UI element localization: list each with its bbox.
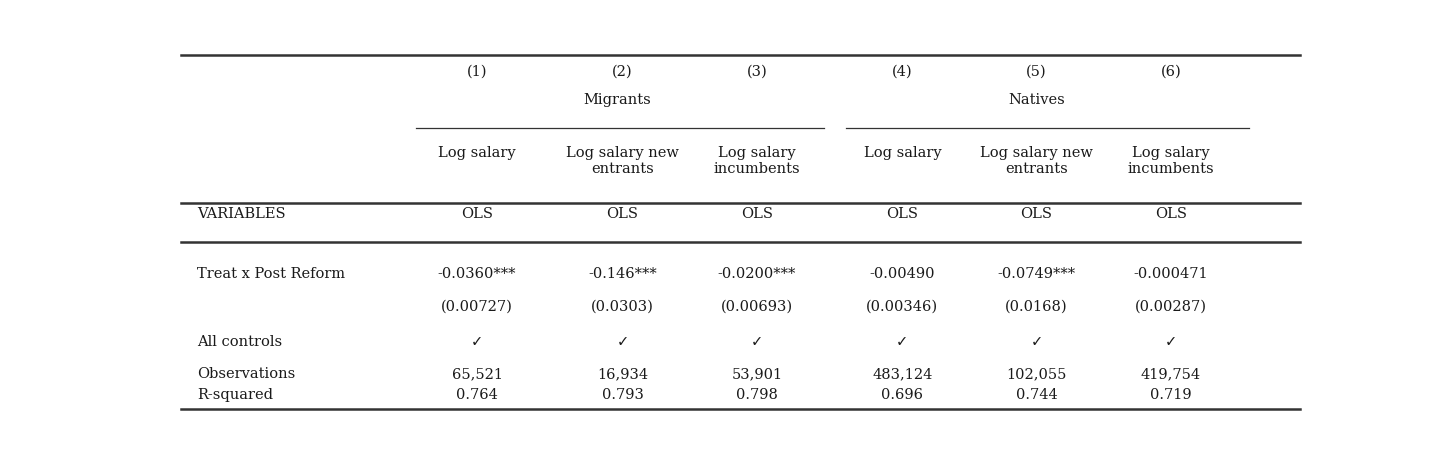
Text: OLS: OLS — [741, 207, 773, 221]
Text: OLS: OLS — [606, 207, 638, 221]
Text: 0.719: 0.719 — [1149, 388, 1191, 402]
Text: 483,124: 483,124 — [872, 367, 933, 381]
Text: (0.00287): (0.00287) — [1135, 299, 1207, 313]
Text: (0.00693): (0.00693) — [721, 299, 793, 313]
Text: Log salary new
entrants: Log salary new entrants — [566, 146, 679, 176]
Text: (4): (4) — [892, 64, 913, 79]
Text: ✓: ✓ — [897, 334, 908, 349]
Text: (5): (5) — [1027, 64, 1047, 79]
Text: (0.00727): (0.00727) — [440, 299, 513, 313]
Text: OLS: OLS — [1021, 207, 1053, 221]
Text: (1): (1) — [466, 64, 487, 79]
Text: Log salary
incumbents: Log salary incumbents — [713, 146, 800, 176]
Text: VARIABLES: VARIABLES — [198, 207, 286, 221]
Text: ✓: ✓ — [1165, 334, 1177, 349]
Text: (3): (3) — [747, 64, 767, 79]
Text: -0.146***: -0.146*** — [588, 267, 657, 281]
Text: -0.0749***: -0.0749*** — [998, 267, 1076, 281]
Text: 16,934: 16,934 — [596, 367, 648, 381]
Text: (2): (2) — [612, 64, 632, 79]
Text: (6): (6) — [1161, 64, 1181, 79]
Text: R-squared: R-squared — [198, 388, 273, 402]
Text: 0.764: 0.764 — [456, 388, 498, 402]
Text: -0.000471: -0.000471 — [1134, 267, 1209, 281]
Text: (0.0303): (0.0303) — [591, 299, 654, 313]
Text: OLS: OLS — [461, 207, 492, 221]
Text: Natives: Natives — [1008, 93, 1066, 107]
Text: (0.00346): (0.00346) — [866, 299, 939, 313]
Text: Observations: Observations — [198, 367, 296, 381]
Text: Log salary: Log salary — [438, 146, 516, 160]
Text: 65,521: 65,521 — [452, 367, 503, 381]
Text: 419,754: 419,754 — [1141, 367, 1201, 381]
Text: 0.793: 0.793 — [602, 388, 644, 402]
Text: ✓: ✓ — [617, 334, 628, 349]
Text: Log salary new
entrants: Log salary new entrants — [980, 146, 1093, 176]
Text: ✓: ✓ — [751, 334, 762, 349]
Text: Treat x Post Reform: Treat x Post Reform — [198, 267, 345, 281]
Text: (0.0168): (0.0168) — [1005, 299, 1069, 313]
Text: ✓: ✓ — [1031, 334, 1043, 349]
Text: 0.696: 0.696 — [881, 388, 923, 402]
Text: -0.0360***: -0.0360*** — [438, 267, 517, 281]
Text: OLS: OLS — [887, 207, 918, 221]
Text: 0.798: 0.798 — [736, 388, 778, 402]
Text: Migrants: Migrants — [583, 93, 651, 107]
Text: 0.744: 0.744 — [1015, 388, 1057, 402]
Text: All controls: All controls — [198, 335, 283, 349]
Text: Log salary: Log salary — [864, 146, 941, 160]
Text: 53,901: 53,901 — [731, 367, 783, 381]
Text: 102,055: 102,055 — [1006, 367, 1067, 381]
Text: Log salary
incumbents: Log salary incumbents — [1128, 146, 1214, 176]
Text: -0.00490: -0.00490 — [869, 267, 936, 281]
Text: ✓: ✓ — [471, 334, 484, 349]
Text: -0.0200***: -0.0200*** — [718, 267, 796, 281]
Text: OLS: OLS — [1155, 207, 1187, 221]
